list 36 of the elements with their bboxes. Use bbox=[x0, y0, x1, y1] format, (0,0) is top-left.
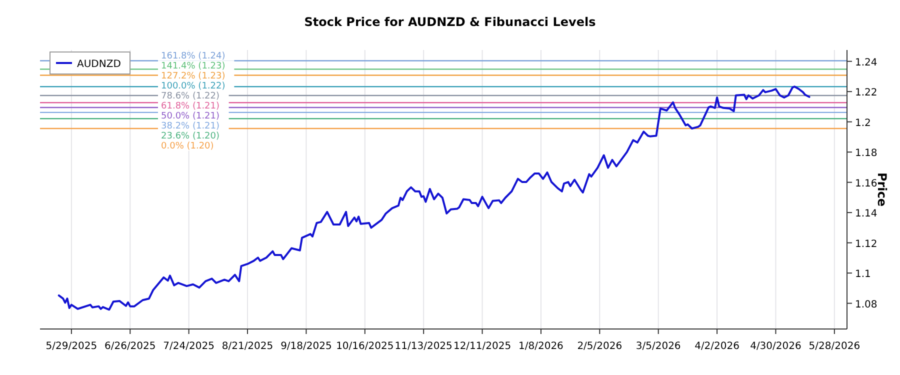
y-tick-label: 1.22 bbox=[855, 88, 878, 99]
ref-line-label: 127.2% (1.23) bbox=[161, 72, 226, 82]
ref-line-label: 78.6% (1.22) bbox=[161, 92, 220, 102]
ref-line-label: 38.2% (1.21) bbox=[161, 122, 220, 132]
ref-line-label: 0.0% (1.20) bbox=[161, 142, 214, 152]
y-tick-label: 1.24 bbox=[855, 57, 878, 68]
x-tick-label: 1/8/2026 bbox=[518, 341, 564, 352]
chart-title: Stock Price for AUDNZD & Fibunacci Levels bbox=[304, 15, 596, 29]
x-tick-label: 4/2/2026 bbox=[694, 341, 740, 352]
y-tick-label: 1.18 bbox=[855, 148, 878, 160]
y-tick-label: 1.16 bbox=[855, 178, 878, 190]
x-tick-label: 5/28/2026 bbox=[808, 341, 860, 352]
x-tick-label: 6/26/2025 bbox=[104, 341, 156, 352]
ref-line-label: 61.8% (1.21) bbox=[161, 102, 220, 112]
y-tick-label: 1.12 bbox=[855, 238, 878, 250]
ref-line-label: 141.4% (1.23) bbox=[161, 62, 226, 72]
x-tick-label: 3/5/2026 bbox=[636, 341, 681, 352]
x-tick-label: 12/11/2025 bbox=[453, 341, 512, 352]
x-tick-label: 2/5/2026 bbox=[577, 341, 622, 352]
x-tick-label: 5/29/2025 bbox=[46, 341, 98, 352]
y-tick-label: 1.08 bbox=[855, 299, 878, 310]
ref-line-label: 100.0% (1.22) bbox=[161, 82, 226, 92]
y-tick-label: 1.14 bbox=[855, 208, 878, 220]
x-tick-label: 11/13/2025 bbox=[394, 341, 452, 352]
x-tick-label: 7/24/2025 bbox=[163, 341, 214, 352]
ref-line-label: 161.8% (1.24) bbox=[161, 52, 226, 62]
x-tick-label: 4/30/2026 bbox=[750, 341, 802, 352]
x-tick-label: 8/21/2025 bbox=[222, 341, 274, 352]
x-tick-label: 9/18/2025 bbox=[280, 341, 332, 352]
ref-line-label: 23.6% (1.20) bbox=[161, 132, 220, 142]
y-tick-label: 1.2 bbox=[855, 118, 871, 129]
y-tick-label: 1.1 bbox=[855, 269, 871, 280]
ref-line-label: 50.0% (1.21) bbox=[161, 112, 220, 122]
y-axis-title: Price bbox=[875, 172, 889, 207]
x-tick-label: 10/16/2025 bbox=[336, 341, 394, 352]
legend-label: AUDNZD bbox=[77, 59, 122, 70]
